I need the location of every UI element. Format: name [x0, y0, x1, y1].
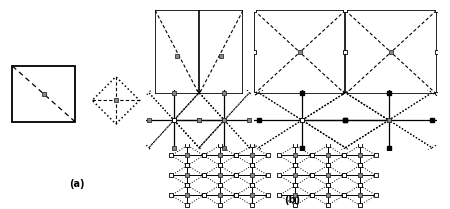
- Text: (a): (a): [69, 179, 84, 189]
- Text: (b): (b): [284, 195, 301, 205]
